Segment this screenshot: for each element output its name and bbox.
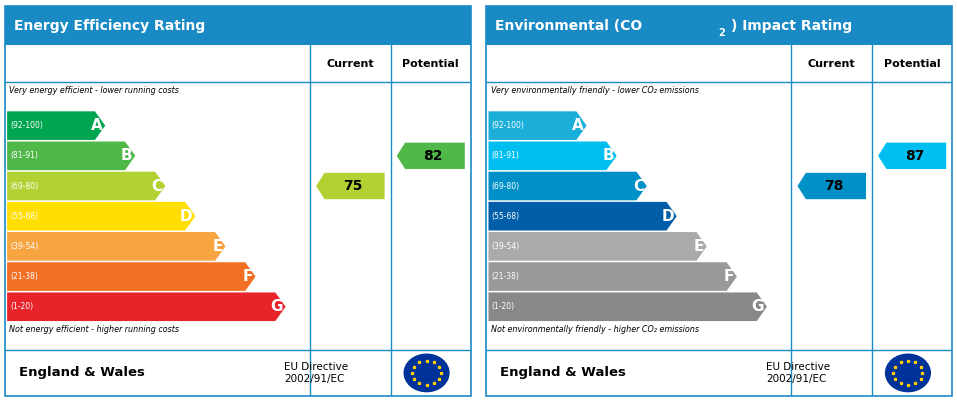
- Text: Very environmentally friendly - lower CO₂ emissions: Very environmentally friendly - lower CO…: [491, 86, 699, 95]
- Text: (39-54): (39-54): [492, 242, 520, 251]
- Polygon shape: [7, 202, 195, 231]
- Text: (55-68): (55-68): [11, 212, 38, 221]
- Text: Current: Current: [808, 59, 856, 69]
- Text: 75: 75: [344, 179, 363, 193]
- Text: Very energy efficient - lower running costs: Very energy efficient - lower running co…: [10, 86, 179, 95]
- Text: G: G: [270, 299, 282, 314]
- Text: EU Directive
2002/91/EC: EU Directive 2002/91/EC: [766, 362, 830, 384]
- Text: (92-100): (92-100): [11, 121, 43, 130]
- Polygon shape: [488, 141, 616, 170]
- Text: E: E: [212, 239, 223, 254]
- Text: E: E: [694, 239, 704, 254]
- Text: (92-100): (92-100): [492, 121, 524, 130]
- Text: F: F: [723, 269, 734, 284]
- Text: EU Directive
2002/91/EC: EU Directive 2002/91/EC: [284, 362, 348, 384]
- Text: (1-20): (1-20): [492, 302, 515, 311]
- Polygon shape: [879, 143, 946, 169]
- Text: Potential: Potential: [403, 59, 459, 69]
- Polygon shape: [7, 232, 226, 261]
- Text: (69-80): (69-80): [11, 181, 38, 191]
- Text: 87: 87: [905, 149, 924, 163]
- Text: Not environmentally friendly - higher CO₂ emissions: Not environmentally friendly - higher CO…: [491, 324, 699, 334]
- Polygon shape: [316, 173, 385, 199]
- Text: (21-38): (21-38): [492, 272, 520, 281]
- Text: England & Wales: England & Wales: [501, 366, 626, 379]
- Polygon shape: [488, 202, 677, 231]
- Text: B: B: [121, 148, 132, 163]
- Polygon shape: [488, 112, 587, 140]
- Bar: [486, 6, 952, 45]
- Text: Not energy efficient - higher running costs: Not energy efficient - higher running co…: [10, 324, 180, 334]
- Text: 82: 82: [424, 149, 443, 163]
- Polygon shape: [7, 172, 166, 200]
- Text: Potential: Potential: [884, 59, 941, 69]
- Polygon shape: [488, 232, 707, 261]
- Text: (39-54): (39-54): [11, 242, 38, 251]
- Polygon shape: [797, 173, 866, 199]
- Text: (21-38): (21-38): [11, 272, 38, 281]
- Circle shape: [404, 354, 449, 391]
- Text: F: F: [242, 269, 253, 284]
- Polygon shape: [488, 262, 737, 291]
- Circle shape: [885, 354, 930, 391]
- Polygon shape: [7, 141, 135, 170]
- Bar: [5, 6, 471, 45]
- Text: Current: Current: [326, 59, 374, 69]
- Text: B: B: [602, 148, 613, 163]
- Text: (81-91): (81-91): [11, 152, 38, 160]
- Polygon shape: [397, 143, 465, 169]
- Text: 78: 78: [825, 179, 844, 193]
- Text: D: D: [661, 209, 674, 224]
- Text: A: A: [91, 118, 102, 133]
- Polygon shape: [488, 172, 647, 200]
- Text: (1-20): (1-20): [11, 302, 33, 311]
- Polygon shape: [7, 112, 105, 140]
- Text: A: A: [572, 118, 584, 133]
- Text: G: G: [751, 299, 764, 314]
- Text: (69-80): (69-80): [492, 181, 520, 191]
- Text: Energy Efficiency Rating: Energy Efficiency Rating: [14, 19, 206, 33]
- Text: 2: 2: [718, 27, 724, 38]
- Text: ) Impact Rating: ) Impact Rating: [731, 19, 852, 33]
- Text: England & Wales: England & Wales: [19, 366, 145, 379]
- Text: D: D: [180, 209, 192, 224]
- Polygon shape: [488, 292, 767, 321]
- Text: C: C: [151, 179, 163, 194]
- Polygon shape: [7, 262, 256, 291]
- Text: (55-68): (55-68): [492, 212, 520, 221]
- Polygon shape: [7, 292, 285, 321]
- Text: Environmental (CO: Environmental (CO: [496, 19, 643, 33]
- Text: C: C: [633, 179, 644, 194]
- Text: (81-91): (81-91): [492, 152, 520, 160]
